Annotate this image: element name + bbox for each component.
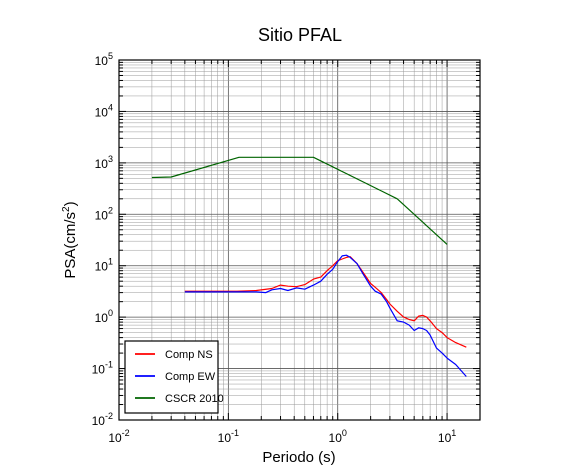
- series-line-comp-ns: [184, 256, 467, 348]
- legend-label: Comp EW: [165, 371, 216, 383]
- x-tick-label: 10-2: [108, 428, 129, 445]
- y-tick-label: 10-1: [92, 360, 113, 377]
- x-tick-label: 101: [438, 428, 456, 445]
- y-tick-label-base: 10: [95, 260, 109, 274]
- series-group: [151, 156, 467, 377]
- y-tick-label-exponent: 1: [108, 257, 113, 267]
- legend-label: CSCR 2010: [165, 393, 224, 405]
- y-axis-title-sup: 2: [61, 206, 72, 212]
- chart-title: Sitio PFAL: [258, 25, 342, 45]
- x-tick-label-base: 10: [108, 431, 122, 445]
- legend-box: [124, 340, 219, 414]
- y-axis-title-base: PSA(cm/s: [62, 212, 79, 279]
- y-tick-label: 101: [95, 257, 113, 274]
- x-axis-title: Periodo (s): [262, 449, 335, 466]
- y-tick-label-base: 10: [95, 105, 109, 119]
- x-tick-label-exponent: -1: [231, 428, 239, 438]
- y-tick-label-base: 10: [95, 54, 109, 68]
- y-tick-label-base: 10: [92, 414, 106, 428]
- axis-ticks: [118, 59, 481, 421]
- x-tick-label: 10-1: [218, 428, 239, 445]
- y-tick-label: 103: [95, 154, 113, 171]
- y-axis-title: PSA(cm/s2): [61, 201, 79, 278]
- series-line-cscr-2010: [151, 156, 448, 245]
- x-tick-label-exponent: 1: [451, 428, 456, 438]
- y-tick-label-exponent: -1: [105, 360, 113, 370]
- x-axis-tick-labels: 10-2 10-1 100 101: [108, 428, 456, 445]
- legend-entries: Comp NS Comp EW CSCR 2010: [135, 349, 224, 405]
- x-tick-label: 100: [329, 428, 347, 445]
- y-tick-label: 105: [95, 51, 113, 68]
- y-tick-label-exponent: -2: [105, 411, 113, 421]
- y-tick-label: 100: [95, 308, 113, 325]
- legend-label: Comp NS: [165, 349, 213, 361]
- series-line-comp-ew: [184, 254, 467, 377]
- y-tick-label-base: 10: [92, 363, 106, 377]
- x-tick-label-base: 10: [329, 431, 343, 445]
- y-tick-label-exponent: 5: [108, 51, 113, 61]
- x-tick-label-base: 10: [438, 431, 452, 445]
- y-axis-title-close: ): [62, 201, 79, 206]
- legend: Comp NS Comp EW CSCR 2010: [124, 340, 224, 414]
- y-tick-label-exponent: 0: [108, 308, 113, 318]
- y-tick-label-exponent: 3: [108, 154, 113, 164]
- y-tick-label: 10-2: [92, 411, 113, 428]
- grid: [118, 59, 481, 421]
- x-tick-label-exponent: -2: [122, 428, 130, 438]
- y-tick-label: 102: [95, 205, 113, 222]
- x-tick-label-exponent: 0: [342, 428, 347, 438]
- y-tick-label-exponent: 2: [108, 205, 113, 215]
- plot-frame: [118, 59, 481, 421]
- y-tick-label-base: 10: [95, 157, 109, 171]
- y-tick-label-base: 10: [95, 311, 109, 325]
- y-tick-label-exponent: 4: [108, 102, 113, 112]
- y-tick-label-base: 10: [95, 208, 109, 222]
- x-tick-label-base: 10: [218, 431, 232, 445]
- y-tick-label: 104: [95, 102, 113, 119]
